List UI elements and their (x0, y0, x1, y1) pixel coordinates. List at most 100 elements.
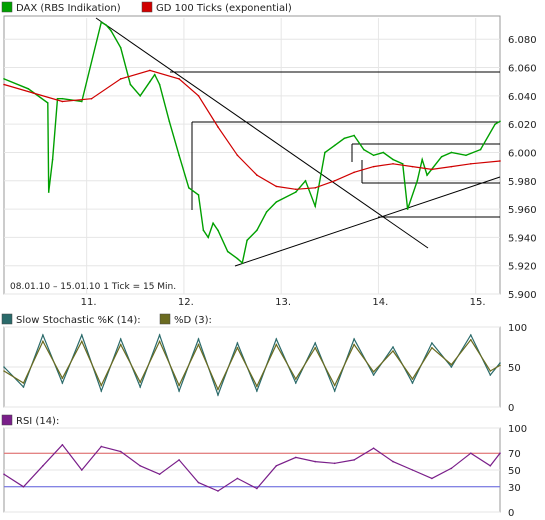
stoch-series-0-point-7 (139, 386, 141, 388)
price-y-tick-label-3: 6.020 (508, 120, 537, 131)
stoch-series-1-point-10 (197, 343, 200, 346)
stoch-series-0-point-24 (470, 334, 472, 336)
stoch-series-1-point-13 (256, 385, 258, 388)
rsi-series-0-point-3 (61, 444, 64, 446)
price-series-0-point-26 (236, 257, 239, 260)
price-series-0-point-27 (241, 262, 244, 264)
stoch-series-1-point-26 (499, 364, 501, 367)
rsi-series-0-point-18 (353, 459, 355, 461)
price-y-tick-label-1: 6.060 (508, 64, 537, 75)
price-series-1-point-0 (3, 83, 5, 86)
price-series-0-point-24 (217, 229, 219, 232)
rsi-series-0-point-4 (81, 469, 83, 471)
price-series-0-point-28 (246, 239, 248, 242)
price-series-0-point-14 (149, 80, 151, 83)
rsi-y-tick-label-0: 100 (508, 424, 527, 435)
price-legend-swatch-dax (1, 1, 13, 13)
stoch-series-1-point-2 (42, 340, 44, 343)
stoch-series-0-point-6 (119, 338, 122, 340)
price-series-1-point-1 (32, 92, 34, 94)
price-series-0-point-40 (372, 154, 375, 157)
stoch-series-0-point-8 (158, 334, 161, 336)
rsi-series-0-point-6 (119, 450, 122, 453)
rsi-series-0-point-11 (217, 490, 219, 492)
price-series-0-point-42 (392, 158, 394, 161)
price-series-0-point-10 (110, 29, 112, 32)
rsi-series-0-point-10 (197, 481, 200, 484)
price-series-0-point-46 (421, 158, 423, 161)
stoch-grid (4, 326, 500, 408)
rsi-series-0-point-7 (139, 465, 141, 467)
stoch-legend-label-k: Slow Stochastic %K (14): (16, 315, 141, 326)
stoch-series-0-point-3 (61, 382, 64, 384)
rsi-series-0-point-17 (333, 462, 336, 465)
price-y-tick-label-9: 5.900 (508, 290, 537, 301)
rsi-series-0-point-12 (236, 477, 239, 480)
stoch-series-1-point-11 (217, 388, 219, 391)
price-series-0-point-18 (178, 154, 180, 157)
price-series-1-point-22 (499, 160, 501, 162)
trendline-down (95, 17, 429, 249)
rsi-series-0-point-20 (392, 460, 394, 463)
price-series-0-point-23 (212, 222, 214, 225)
price-series-0-point-20 (197, 194, 200, 196)
stoch-series-0-point-4 (81, 334, 83, 336)
price-series-0-point-34 (314, 205, 317, 208)
price-series-0-point-41 (382, 151, 385, 154)
price-series-1-point-9 (236, 154, 239, 157)
price-series-1-point-2 (61, 100, 64, 103)
stoch-series-1-point-18 (353, 343, 355, 346)
price-series-1-point-16 (372, 165, 375, 168)
price-series-0-point-50 (465, 154, 467, 157)
trendline-up (234, 176, 501, 267)
stoch-series-0-point-9 (178, 390, 180, 392)
stoch-legend-label-d: %D (3): (174, 315, 212, 326)
price-series-0-point-43 (401, 162, 404, 165)
stoch-series-0-point-23 (450, 366, 453, 368)
price-series-0-point-48 (440, 155, 443, 158)
price-series-0-point-2 (46, 102, 49, 104)
stoch-series-0-point-13 (256, 390, 258, 392)
price-y-tick-label-4: 6.000 (508, 148, 537, 159)
price-series-0-point-11 (119, 46, 122, 49)
price-y-ticks: 6.080 6.060 6.040 6.020 6.000 5.980 5.960 5.940… (508, 35, 537, 301)
price-series-1-point-7 (197, 95, 200, 97)
stoch-series-0-point-21 (411, 382, 414, 384)
price-series-0-point-7 (81, 100, 83, 103)
stoch-series-1-point-3 (61, 377, 64, 380)
rsi-series-0-point-15 (294, 456, 297, 459)
price-series-0-point-31 (275, 201, 278, 203)
price-grid (4, 18, 500, 295)
rsi-series-0-point-5 (100, 445, 103, 448)
price-y-tick-label-6: 5.960 (508, 205, 537, 216)
stoch-series-1-point-0 (3, 370, 5, 372)
rsi-y-tick-label-4: 0 (508, 508, 514, 516)
stoch-series-0-point-10 (197, 338, 200, 340)
price-series-0-point-0 (3, 78, 5, 80)
price-legend-swatch-gd (141, 1, 153, 13)
price-x-tick-label-2: 13. (275, 297, 291, 308)
stoch-series-0-point-20 (392, 346, 394, 348)
price-series-0-point-1 (27, 87, 30, 90)
price-y-tick-label-5: 5.980 (508, 177, 537, 188)
price-series-0-point-5 (56, 97, 59, 100)
price-panel-frame (3, 15, 501, 295)
rsi-series-0-point-13 (256, 487, 258, 490)
stoch-series-1-point-1 (22, 382, 25, 384)
stoch-series-1-point-17 (333, 384, 336, 387)
rsi-series-0-point-8 (158, 473, 161, 476)
price-series-1-point-8 (217, 126, 219, 128)
price-series (3, 21, 501, 265)
price-series-1-point-15 (353, 171, 355, 174)
stoch-series-1-point-19 (372, 371, 375, 373)
price-trendlines (95, 17, 501, 267)
price-series-0-point-21 (202, 229, 205, 232)
price-series-0-point-30 (265, 211, 268, 213)
rsi-series-0-point-16 (314, 460, 317, 463)
stoch-series-0-point-15 (294, 382, 297, 384)
rsi-series-0-point-1 (22, 486, 25, 488)
price-series-0-point-25 (226, 250, 229, 253)
stoch-series-1-point-8 (158, 340, 161, 343)
price-series-line-0 (3, 21, 501, 265)
